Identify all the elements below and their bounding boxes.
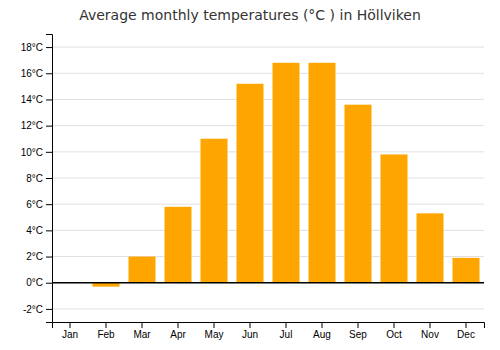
x-tick-mark <box>286 322 287 328</box>
y-tick-mark <box>46 126 52 127</box>
y-tick: 18°C <box>21 42 52 53</box>
y-tick: 14°C <box>21 94 52 105</box>
bar <box>345 105 372 283</box>
x-tick: Nov <box>421 322 439 340</box>
x-tick-label: Apr <box>170 329 186 340</box>
y-tick-mark <box>46 178 52 179</box>
y-tick-mark <box>46 204 52 205</box>
y-axis: -2°C 0°C 2°C 4°C 6°C 8°C 10°C 12°C 14°C 16°C 18°C <box>21 35 53 323</box>
x-tick-mark <box>178 322 179 328</box>
x-tick: Feb <box>97 322 115 340</box>
x-tick: Sep <box>349 322 367 340</box>
bar <box>381 154 408 282</box>
x-tick-label: Feb <box>97 329 115 340</box>
grid-line <box>52 178 484 179</box>
y-tick-mark <box>46 99 52 100</box>
grid-line <box>52 204 484 205</box>
y-tick: 12°C <box>21 120 52 131</box>
y-tick-mark <box>46 152 52 153</box>
bar <box>165 207 192 283</box>
x-tick: Jun <box>242 322 258 340</box>
x-tick-label: Sep <box>349 329 367 340</box>
y-tick-mark <box>46 283 52 284</box>
y-tick-mark <box>46 73 52 74</box>
x-tick-mark <box>394 322 395 328</box>
x-tick-mark <box>322 322 323 328</box>
y-tick-label: 0°C <box>26 277 43 288</box>
chart: Average monthly temperatures (°C ) in Hö… <box>0 0 500 350</box>
y-tick: 2°C <box>26 251 52 262</box>
y-axis-line <box>46 35 53 323</box>
grid-line <box>52 125 484 126</box>
x-tick-label: Mar <box>133 329 151 340</box>
x-tick-mark <box>430 322 431 328</box>
x-tick-mark <box>142 322 143 328</box>
title: Average monthly temperatures (°C ) in Hö… <box>79 7 421 23</box>
x-tick-mark <box>214 322 215 328</box>
y-tick: 10°C <box>21 147 52 158</box>
grid-line <box>52 47 484 48</box>
x-tick: Apr <box>170 322 186 340</box>
bar <box>237 84 264 283</box>
y-tick-label: 4°C <box>26 225 43 236</box>
x-tick: May <box>205 322 224 340</box>
x-tick-label: Jun <box>242 329 258 340</box>
x-tick: Mar <box>133 322 151 340</box>
grid-line <box>52 151 484 152</box>
x-tick-label: Oct <box>386 329 402 340</box>
grid <box>52 47 484 309</box>
y-tick: 6°C <box>26 199 52 210</box>
x-tick-label: Aug <box>313 329 331 340</box>
y-tick: -2°C <box>23 304 52 315</box>
x-tick-mark <box>250 322 251 328</box>
x-tick-mark <box>70 322 71 328</box>
bar <box>309 63 336 283</box>
y-tick: 8°C <box>26 173 52 184</box>
y-tick-label: 6°C <box>26 199 43 210</box>
x-tick-mark <box>466 322 467 328</box>
bar <box>417 213 444 282</box>
x-axis: Jan Feb Mar Apr May Jun Jul Aug Sep Oct Nov Dec <box>53 322 485 340</box>
y-tick-label: 12°C <box>21 120 43 131</box>
x-tick-label: May <box>205 329 224 340</box>
y-tick-mark <box>46 309 52 310</box>
bar <box>201 139 228 283</box>
y-tick-label: 18°C <box>21 42 43 53</box>
x-tick-label: Jul <box>280 329 293 340</box>
grid-line <box>52 99 484 100</box>
y-tick: 0°C <box>26 277 52 288</box>
grid-line <box>52 73 484 74</box>
grid-line <box>52 308 484 309</box>
x-tick-mark <box>358 322 359 328</box>
x-tick-label: Dec <box>457 329 475 340</box>
y-tick-label: 16°C <box>21 68 43 79</box>
y-tick-mark <box>46 47 52 48</box>
x-tick: Jul <box>280 322 293 340</box>
zero-line <box>52 282 484 284</box>
bar <box>453 258 480 283</box>
x-tick: Oct <box>386 322 402 340</box>
bar <box>273 63 300 283</box>
bar <box>129 257 156 283</box>
x-tick: Jan <box>62 322 78 340</box>
y-tick-label: -2°C <box>23 304 43 315</box>
bars <box>52 63 484 287</box>
y-tick-label: 10°C <box>21 147 43 158</box>
plot: -2°C 0°C 2°C 4°C 6°C 8°C 10°C 12°C 14°C 16°C 18°C J… <box>21 35 485 341</box>
x-axis-line <box>53 323 485 329</box>
y-tick: 16°C <box>21 68 52 79</box>
y-tick-label: 14°C <box>21 94 43 105</box>
x-tick-label: Jan <box>62 329 78 340</box>
y-tick: 4°C <box>26 225 52 236</box>
grid-line <box>52 282 484 283</box>
x-tick: Dec <box>457 322 475 340</box>
y-tick-label: 2°C <box>26 251 43 262</box>
x-tick: Aug <box>313 322 331 340</box>
x-tick-label: Nov <box>421 329 439 340</box>
y-tick-mark <box>46 257 52 258</box>
x-tick-mark <box>106 322 107 328</box>
y-tick-mark <box>46 230 52 231</box>
y-tick-label: 8°C <box>26 173 43 184</box>
